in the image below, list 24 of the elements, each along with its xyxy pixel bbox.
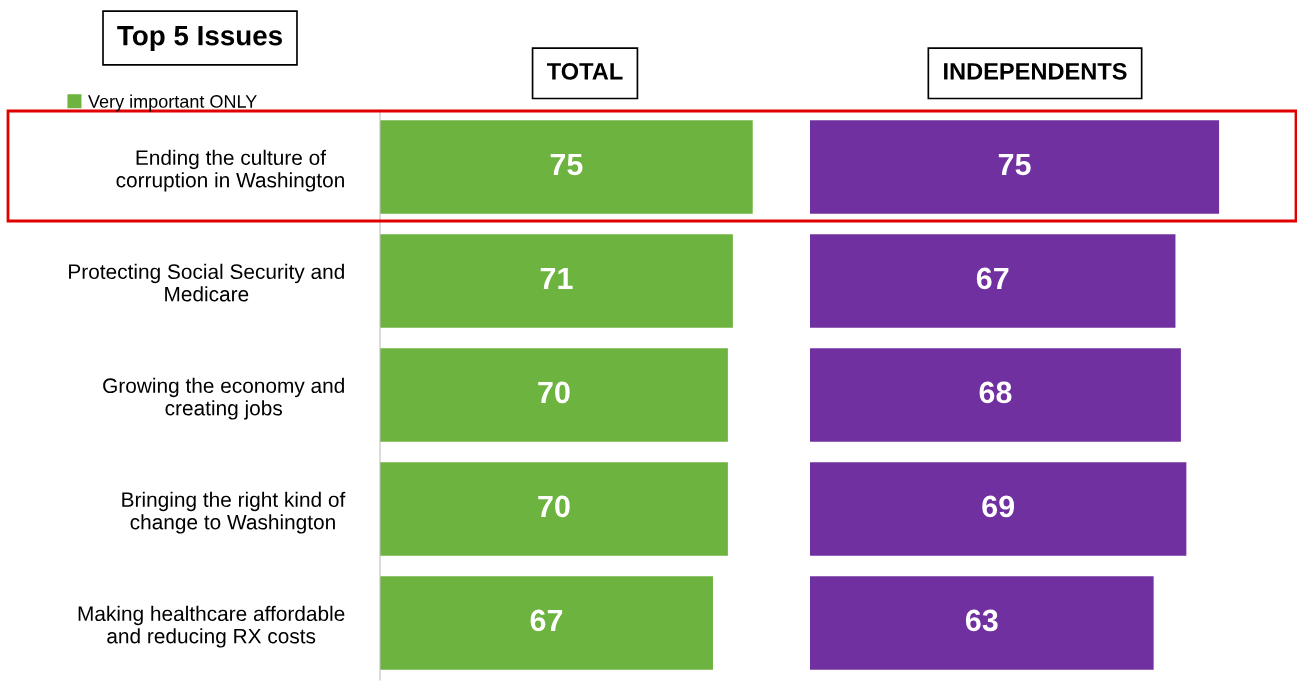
data-label: 70 [538,495,570,518]
bar [380,462,728,556]
y-tick-label: Growing the economy and creating jobs [103,377,344,420]
chart-title: TOTAL [547,62,623,80]
data-label: 71 [540,267,573,289]
y-tick-label: Bringing the right kind of change to Washington [122,491,346,534]
bar [380,120,753,214]
data-label: 67 [976,267,1009,290]
chart-title: INDEPENDENTS [944,62,1127,80]
y-tick-label: Ending the culture of corruption in Washington [116,149,344,192]
data-label: 68 [979,381,1012,404]
data-label: 75 [998,153,1031,176]
y-tick-label: Making healthcare affordable and reducing RX costs [78,605,345,648]
text: Top 5 Issues [117,26,282,51]
data-label: 69 [982,495,1015,518]
data-label: 63 [965,609,998,632]
bar [380,348,728,442]
bar [380,576,713,670]
y-tick-label: Protecting Social Security and Medicare [69,263,344,302]
bar [380,234,733,328]
data-label: 75 [550,153,583,176]
data-label: 70 [538,381,570,404]
data-label: 67 [530,609,563,632]
legend-label: Very important ONLY [88,94,257,112]
